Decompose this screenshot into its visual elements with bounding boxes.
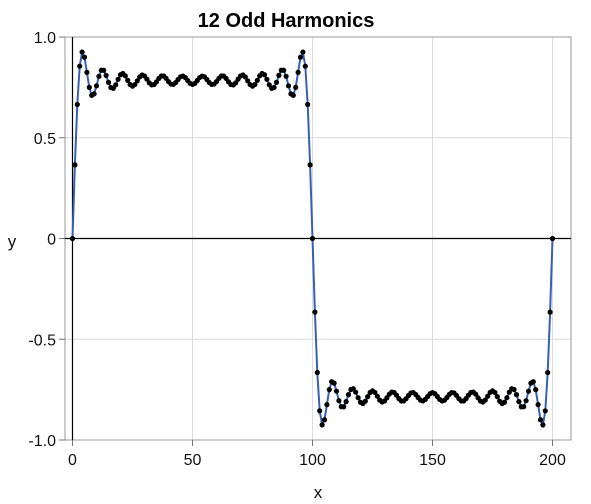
data-point <box>492 389 498 396</box>
data-point <box>374 393 380 399</box>
data-point <box>525 388 532 394</box>
data-point <box>494 394 500 400</box>
data-point <box>69 235 76 242</box>
y-tick-label: 0.5 <box>34 131 56 148</box>
data-point <box>549 235 556 242</box>
data-point <box>81 54 88 60</box>
data-point <box>91 91 97 97</box>
data-point <box>276 72 282 78</box>
data-point <box>341 404 347 410</box>
y-tick-label: -1.0 <box>28 433 56 450</box>
data-point <box>355 395 361 401</box>
data-point <box>79 49 85 55</box>
data-point <box>101 67 107 73</box>
data-point <box>312 309 318 315</box>
x-tick-label: 50 <box>184 452 202 469</box>
data-point <box>84 69 90 75</box>
data-point <box>309 235 316 242</box>
data-point <box>540 422 546 428</box>
data-point <box>245 78 251 84</box>
data-point <box>115 76 121 82</box>
data-point <box>535 402 541 408</box>
data-point <box>307 162 313 168</box>
data-point <box>86 84 92 90</box>
data-point <box>305 101 311 108</box>
x-tick-label: 150 <box>419 452 446 469</box>
data-point <box>365 394 371 400</box>
data-point <box>537 417 544 423</box>
x-tick-label: 0 <box>68 452 77 469</box>
data-point <box>113 82 119 88</box>
x-axis-label: x <box>314 483 323 502</box>
data-point <box>321 417 328 423</box>
data-point <box>300 49 306 55</box>
data-point <box>501 399 508 405</box>
data-point <box>96 73 102 79</box>
data-point <box>125 77 131 83</box>
data-point <box>242 74 248 80</box>
data-point <box>132 81 138 88</box>
y-tick-label: -0.5 <box>28 332 56 349</box>
data-point <box>72 162 78 168</box>
data-point <box>511 386 517 393</box>
data-point <box>252 81 258 88</box>
data-point <box>345 392 352 398</box>
data-point <box>485 393 491 399</box>
data-point <box>542 408 548 414</box>
chart-title: 12 Odd Harmonics <box>198 10 375 32</box>
data-point <box>93 83 100 89</box>
data-point <box>504 395 510 401</box>
data-point <box>372 389 378 396</box>
data-point <box>122 73 128 79</box>
data-point <box>283 73 289 79</box>
data-point <box>353 389 359 395</box>
data-point <box>336 398 342 404</box>
data-point <box>530 379 536 385</box>
data-point <box>521 404 527 410</box>
data-point <box>74 101 80 108</box>
data-point <box>261 72 268 78</box>
data-point <box>362 398 368 404</box>
data-point <box>302 63 308 69</box>
data-point <box>331 380 337 386</box>
data-point <box>264 76 270 82</box>
data-point <box>513 392 520 398</box>
y-tick-label: 1.0 <box>34 30 56 47</box>
data-point <box>324 402 330 408</box>
data-point <box>281 67 287 73</box>
series-group <box>69 48 556 429</box>
data-point <box>343 399 349 405</box>
data-point <box>290 92 296 98</box>
data-point <box>297 54 304 60</box>
data-point <box>273 79 280 85</box>
data-point <box>319 422 325 428</box>
data-point <box>271 84 277 91</box>
data-point <box>77 63 83 69</box>
data-point <box>547 309 553 315</box>
data-point <box>134 78 140 84</box>
x-tick-label: 100 <box>299 452 326 469</box>
y-axis-label: y <box>8 232 17 251</box>
x-axis-ticks: 0 50 100 150 200 <box>68 440 566 469</box>
data-point <box>317 408 323 414</box>
data-point <box>482 397 488 403</box>
y-axis-ticks: 1.0 0.5 0 -0.5 -1.0 <box>28 30 65 450</box>
data-point <box>285 83 292 89</box>
y-tick-label: 0 <box>47 232 56 249</box>
x-tick-label: 200 <box>539 452 566 469</box>
data-point <box>254 77 260 83</box>
data-point <box>105 79 112 85</box>
data-point <box>333 388 340 394</box>
data-point <box>103 72 109 78</box>
data-point <box>295 69 301 75</box>
data-point <box>523 398 529 404</box>
data-point <box>516 399 522 405</box>
data-point <box>533 387 539 393</box>
data-point <box>314 369 320 376</box>
data-point <box>326 387 332 393</box>
data-point <box>293 84 299 90</box>
data-point <box>545 369 551 376</box>
